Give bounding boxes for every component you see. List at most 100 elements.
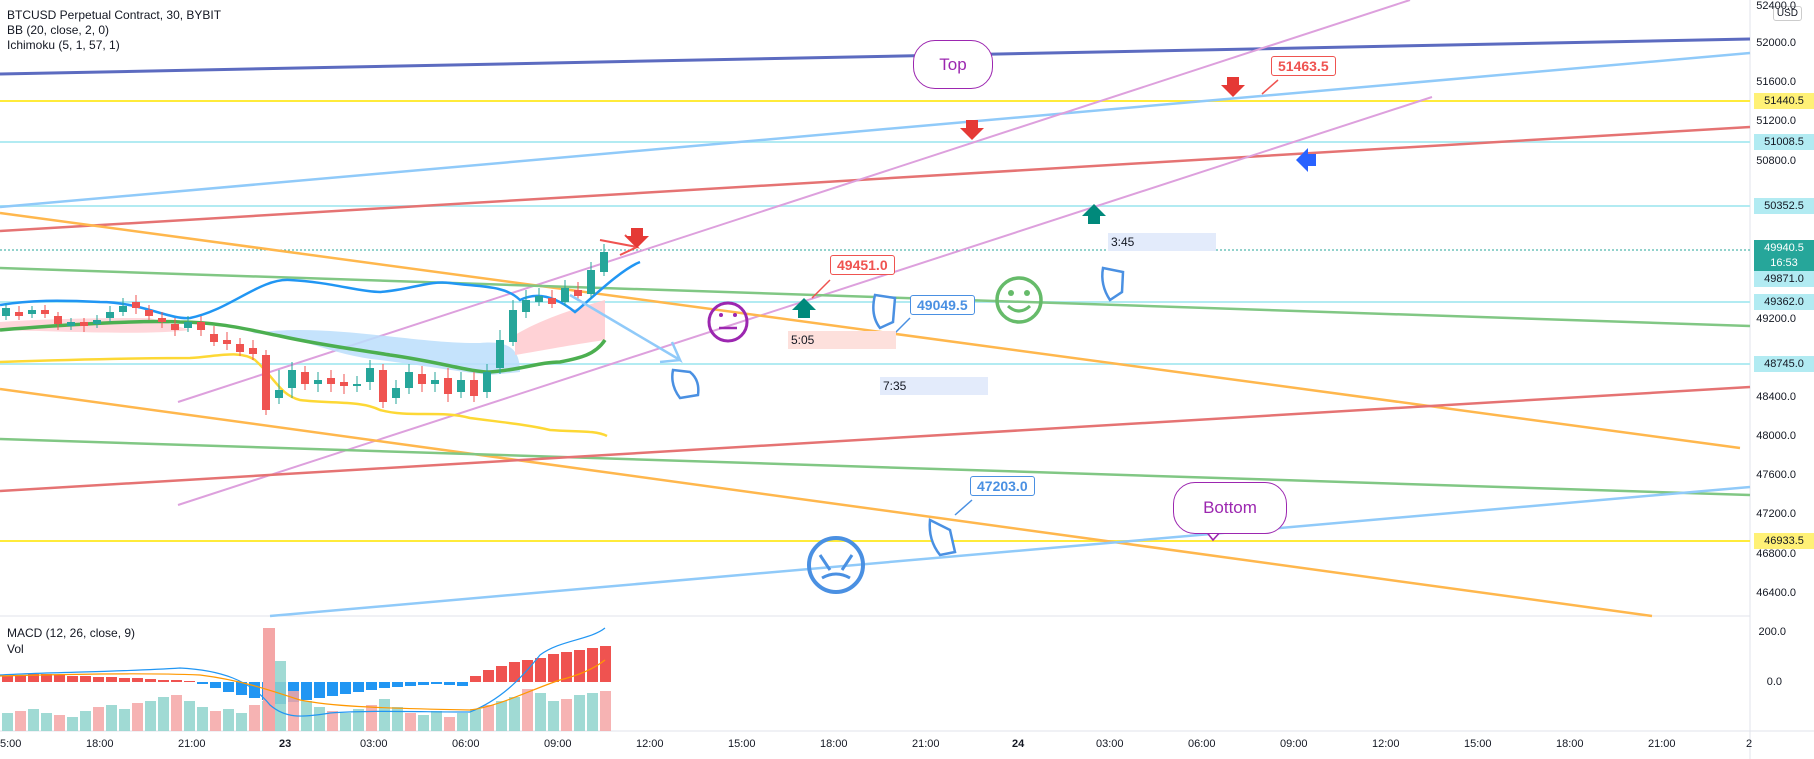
time-range-box[interactable]: 3:45	[1108, 233, 1216, 251]
macd-axis-label: 0.0	[1766, 676, 1782, 688]
macd-histogram-bar	[600, 646, 611, 682]
volume-bar	[197, 707, 208, 731]
trend-line[interactable]	[0, 51, 1751, 209]
ichimoku-legend[interactable]: Ichimoku (5, 1, 57, 1)	[7, 38, 120, 52]
candle-body	[236, 344, 244, 352]
time-axis-label: 24	[1012, 738, 1025, 750]
down-arrow-icon[interactable]	[625, 228, 649, 248]
candle-body	[327, 378, 335, 384]
crying-face-icon[interactable]	[807, 536, 865, 594]
candle-body	[80, 322, 88, 326]
down-arrow-icon[interactable]	[1221, 77, 1245, 97]
last-price-tag: 49940.5	[1754, 240, 1814, 256]
bb-upper-line	[0, 260, 641, 320]
macd-histogram-bar	[470, 676, 481, 682]
macd-histogram-bar	[171, 680, 182, 682]
trend-line[interactable]	[269, 485, 1751, 618]
time-axis-label: 2	[1746, 738, 1753, 750]
trend-line[interactable]	[177, 0, 1411, 403]
price-axis-label: 52400.0	[1756, 0, 1796, 12]
candle-body	[158, 318, 166, 322]
macd-histogram-bar	[145, 679, 156, 682]
candle-body	[67, 322, 75, 326]
pointing-hand-icon[interactable]	[872, 293, 897, 330]
time-axis-label: 03:00	[1096, 738, 1124, 750]
macd-legend[interactable]: MACD (12, 26, close, 9)	[7, 626, 136, 640]
candle-body	[262, 355, 270, 410]
price-tag: 49362.0	[1754, 294, 1814, 310]
candle-body	[119, 306, 127, 312]
candle-body	[444, 378, 452, 394]
candle-body	[496, 340, 504, 368]
smiley-face-icon[interactable]	[995, 276, 1043, 324]
price-axis-label: 51600.0	[1756, 76, 1796, 88]
price-tag: 49871.0	[1754, 271, 1814, 287]
macd-histogram-bar	[301, 682, 312, 700]
volume-bar	[249, 705, 260, 731]
macd-line	[0, 627, 606, 717]
pointing-hand-icon[interactable]	[671, 368, 700, 400]
candle-body	[509, 310, 517, 342]
macd-histogram-bar	[327, 682, 338, 696]
pointing-hand-icon[interactable]	[1101, 266, 1125, 302]
price-callout[interactable]: 49049.5	[910, 295, 975, 315]
macd-histogram-bar	[28, 674, 39, 682]
top-bubble[interactable]: Top	[913, 40, 993, 89]
volume-bar	[132, 703, 143, 731]
price-callout[interactable]: 47203.0	[970, 476, 1035, 496]
trend-line[interactable]	[0, 37, 1751, 76]
macd-pane	[2, 628, 611, 731]
time-axis-label: 5:00	[0, 738, 22, 750]
volume-bar	[379, 699, 390, 731]
trend-line[interactable]	[0, 387, 1653, 618]
volume-bar	[483, 705, 494, 731]
macd-histogram-bar	[457, 682, 468, 686]
vol-legend[interactable]: Vol	[7, 642, 24, 656]
candle-body	[353, 384, 361, 386]
candle-body	[457, 380, 465, 392]
volume-bar	[119, 709, 130, 731]
volume-bar	[80, 711, 91, 731]
time-range-box[interactable]: 5:05	[788, 331, 896, 349]
trend-line[interactable]	[0, 385, 1751, 493]
lagging-line	[0, 353, 608, 438]
countdown-tag: 16:53	[1754, 255, 1814, 271]
time-axis-label: 18:00	[1556, 738, 1584, 750]
price-tag: 51440.5	[1754, 93, 1814, 109]
candle-body	[431, 380, 439, 384]
pointing-hand-icon[interactable]	[928, 518, 957, 557]
price-callout[interactable]: 51463.5	[1271, 56, 1336, 76]
price-callout[interactable]: 49451.0	[830, 255, 895, 275]
trend-line[interactable]	[0, 125, 1751, 233]
bb-legend[interactable]: BB (20, close, 2, 0)	[7, 23, 110, 37]
time-axis-label: 12:00	[636, 738, 664, 750]
candle-body	[314, 380, 322, 384]
up-arrow-icon[interactable]	[1082, 204, 1106, 224]
macd-histogram-bar	[431, 682, 442, 684]
macd-histogram-bar	[210, 682, 221, 688]
currency-button[interactable]: USD	[1772, 6, 1802, 21]
bottom-bubble[interactable]: Bottom	[1173, 482, 1287, 534]
candle-body	[249, 348, 257, 354]
volume-bar	[223, 709, 234, 731]
macd-histogram-bar	[548, 654, 559, 682]
volume-bar	[444, 717, 455, 731]
left-arrow-icon[interactable]	[1296, 148, 1316, 172]
candle-body	[288, 370, 296, 388]
trend-line[interactable]	[0, 211, 1741, 450]
volume-bar	[574, 695, 585, 731]
volume-bar	[522, 689, 533, 731]
time-axis-label: 18:00	[820, 738, 848, 750]
up-arrow-icon[interactable]	[792, 298, 816, 318]
macd-histogram-bar	[366, 682, 377, 690]
candle-body	[535, 296, 543, 302]
volume-bar	[587, 693, 598, 731]
time-range-box[interactable]: 7:35	[880, 377, 988, 395]
time-axis-label: 15:00	[728, 738, 756, 750]
neutral-face-icon[interactable]	[707, 301, 749, 343]
down-arrow-icon[interactable]	[960, 120, 984, 140]
trend-line[interactable]	[0, 437, 1751, 497]
candle-body	[171, 324, 179, 330]
volume-bar	[457, 713, 468, 731]
